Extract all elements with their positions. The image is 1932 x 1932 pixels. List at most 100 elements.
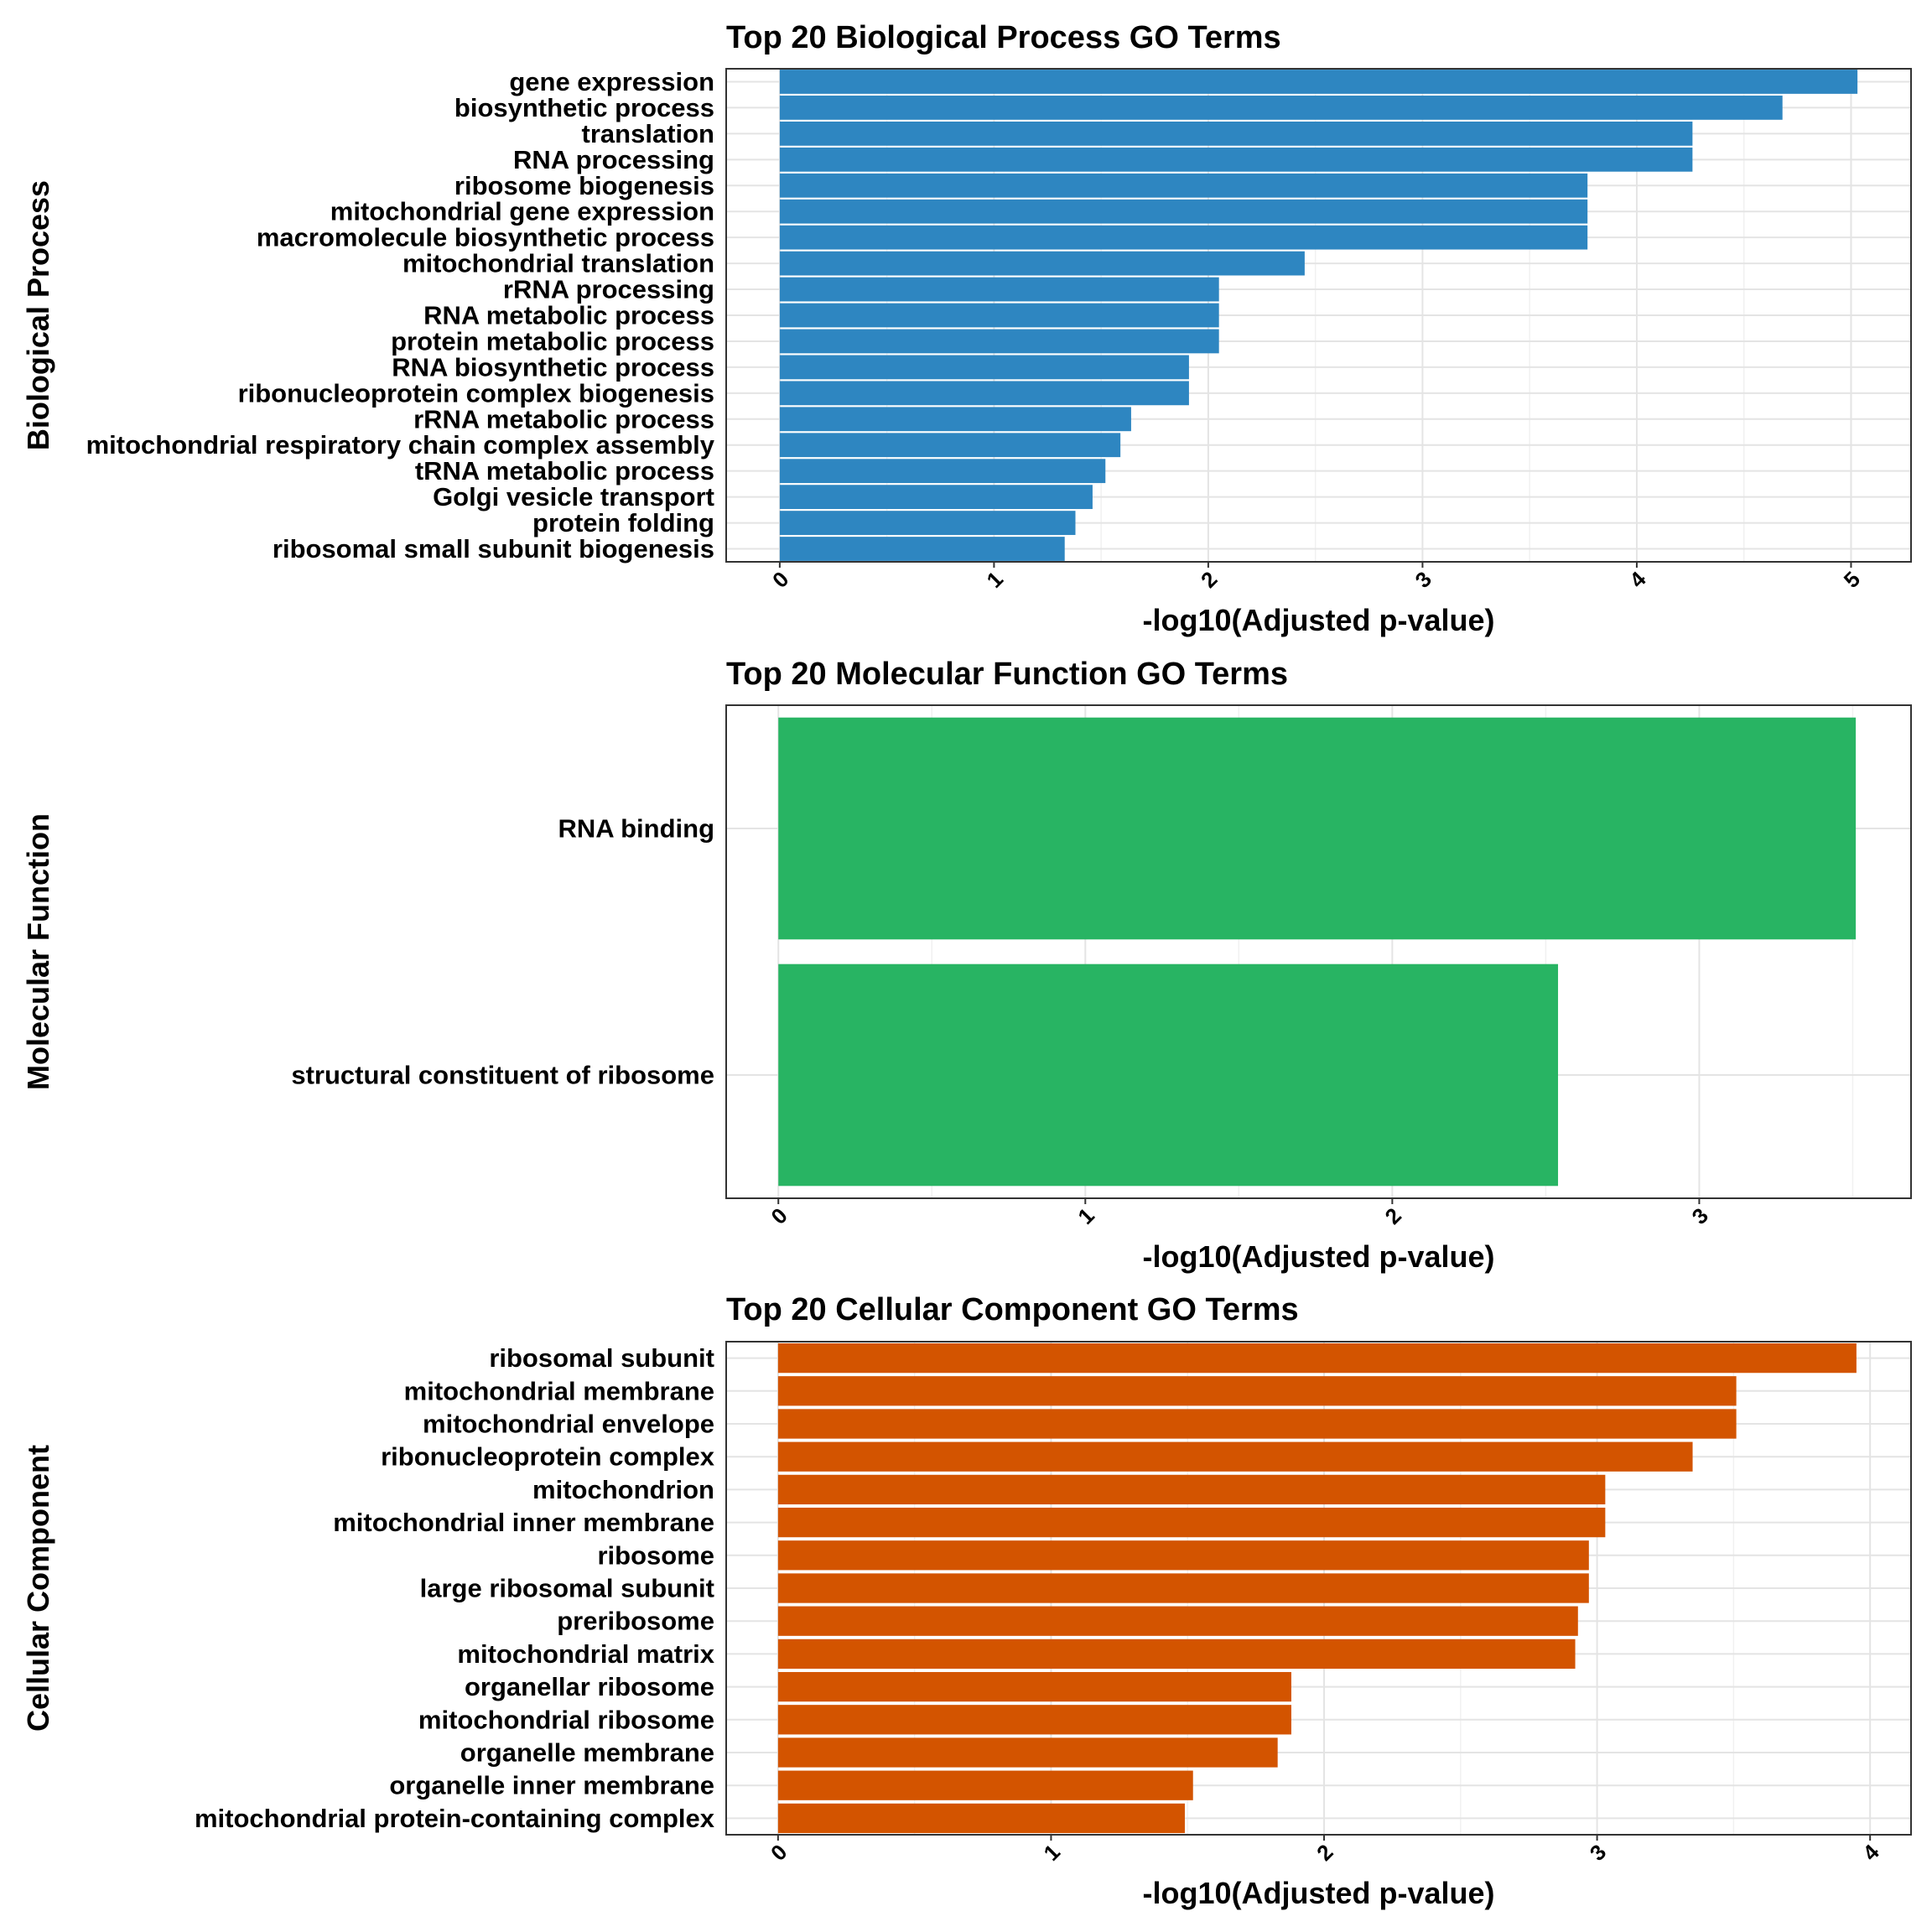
category-label: Golgi vesicle transport [433,482,714,512]
bar-6 [779,199,1588,224]
x-tick-label: 0 [767,566,793,592]
category-label: protein metabolic process [391,326,714,356]
bar-17 [779,485,1093,510]
category-label: mitochondrial inner membrane [333,1508,714,1537]
category-label: mitochondrial membrane [404,1376,714,1405]
bar-12 [779,355,1189,380]
chart-panel-3: ribosomal subunit mitochondrial membrane m… [21,1292,1912,1910]
category-label: ribosomal subunit [489,1343,714,1373]
category-label: mitochondrial ribosome [418,1705,714,1734]
category-label: organellar ribosome [465,1672,714,1701]
category-label: mitochondrial envelope [423,1410,714,1439]
bar-5 [777,1474,1606,1505]
x-tick-label: 0 [766,1839,792,1865]
category-label: organelle inner membrane [389,1771,714,1800]
bar-8 [779,251,1305,276]
bar-15 [777,1803,1185,1834]
y-axis-title: Molecular Function [21,813,55,1090]
bar-3 [779,121,1693,146]
bar-1 [779,70,1858,94]
chart-title: Top 20 Biological Process GO Terms [726,20,1281,55]
category-label: rRNA processing [503,275,714,304]
category-label: rRNA metabolic process [413,404,714,434]
x-tick-label: 3 [1687,1202,1713,1228]
bar-9 [779,277,1219,302]
bar-2 [779,96,1783,120]
category-label: ribosomal small subunit biogenesis [273,534,714,564]
bar-13 [779,381,1189,406]
category-label: preribosome [557,1607,714,1636]
bar-2 [777,1376,1737,1406]
bar-18 [779,511,1076,535]
category-label: mitochondrial protein-containing complex [195,1804,715,1833]
x-tick-label: 4 [1624,566,1651,593]
x-tick-label: 1 [1072,1202,1098,1228]
x-tick-label: 2 [1196,566,1222,592]
category-label: mitochondrial translation [402,249,714,278]
x-tick-label: 1 [1039,1839,1065,1865]
bar-1 [777,1343,1857,1374]
category-label: mitochondrial gene expression [330,197,714,226]
category-label: RNA metabolic process [423,301,714,330]
chart-title: Top 20 Molecular Function GO Terms [726,657,1288,692]
x-axis-title: -log10(Adjusted p-value) [1142,603,1494,637]
category-label: RNA biosynthetic process [392,352,714,382]
category-label: large ribosomal subunit [420,1574,714,1603]
category-label: mitochondrial respiratory chain complex … [86,430,715,460]
x-tick-label: 2 [1311,1839,1337,1865]
bar-16 [779,459,1106,484]
plot-border [725,1341,1912,1836]
category-label: structural constituent of ribosome [291,1061,714,1090]
y-axis-title: Cellular Component [21,1445,55,1732]
x-tick-label: 1 [982,566,1008,592]
bar-10 [779,303,1219,328]
category-label: ribonucleoprotein complex [381,1442,715,1472]
x-tick-label: 3 [1585,1839,1611,1865]
bar-4 [777,1441,1693,1472]
bar-11 [779,329,1219,354]
x-tick-label: 3 [1410,566,1436,592]
category-label: macromolecule biosynthetic process [257,223,714,252]
plot-border [725,704,1912,1199]
bar-14 [777,1770,1193,1800]
category-label: ribonucleoprotein complex biogenesis [238,378,714,408]
category-label: RNA binding [558,814,714,844]
bar-5 [779,173,1588,198]
chart-title: Top 20 Cellular Component GO Terms [726,1292,1299,1327]
x-tick-label: 4 [1857,1839,1884,1866]
category-label: biosynthetic process [454,93,714,122]
bar-9 [777,1606,1578,1636]
plot-border [725,68,1912,563]
category-label: organelle membrane [460,1738,714,1768]
y-axis-title: Biological Process [21,180,55,450]
category-label: RNA processing [513,145,714,174]
bar-2 [778,963,1559,1187]
x-axis-title: -log10(Adjusted p-value) [1142,1876,1494,1910]
bar-1 [778,717,1857,940]
category-label: gene expression [509,67,714,96]
bar-19 [779,537,1065,561]
x-tick-label: 5 [1839,566,1865,592]
bar-7 [777,1540,1589,1571]
category-label: translation [582,119,714,148]
chart-panel-2: RNA binding structural constituent of rib… [21,657,1912,1274]
bar-3 [777,1409,1737,1439]
category-label: ribosome biogenesis [454,171,714,200]
bar-4 [779,147,1693,172]
x-tick-label: 0 [766,1202,792,1228]
bar-13 [777,1737,1278,1768]
category-label: protein folding [532,508,714,538]
category-label: tRNA metabolic process [415,456,714,486]
bar-15 [779,433,1121,458]
bar-6 [777,1507,1606,1538]
bar-14 [779,407,1131,432]
x-axis-title: -log10(Adjusted p-value) [1142,1239,1494,1274]
bar-12 [777,1705,1291,1735]
category-label: mitochondrial matrix [457,1639,714,1669]
bar-7 [779,225,1588,250]
bar-11 [777,1671,1291,1702]
category-label: mitochondrion [532,1475,714,1504]
category-label: ribosome [597,1540,714,1570]
